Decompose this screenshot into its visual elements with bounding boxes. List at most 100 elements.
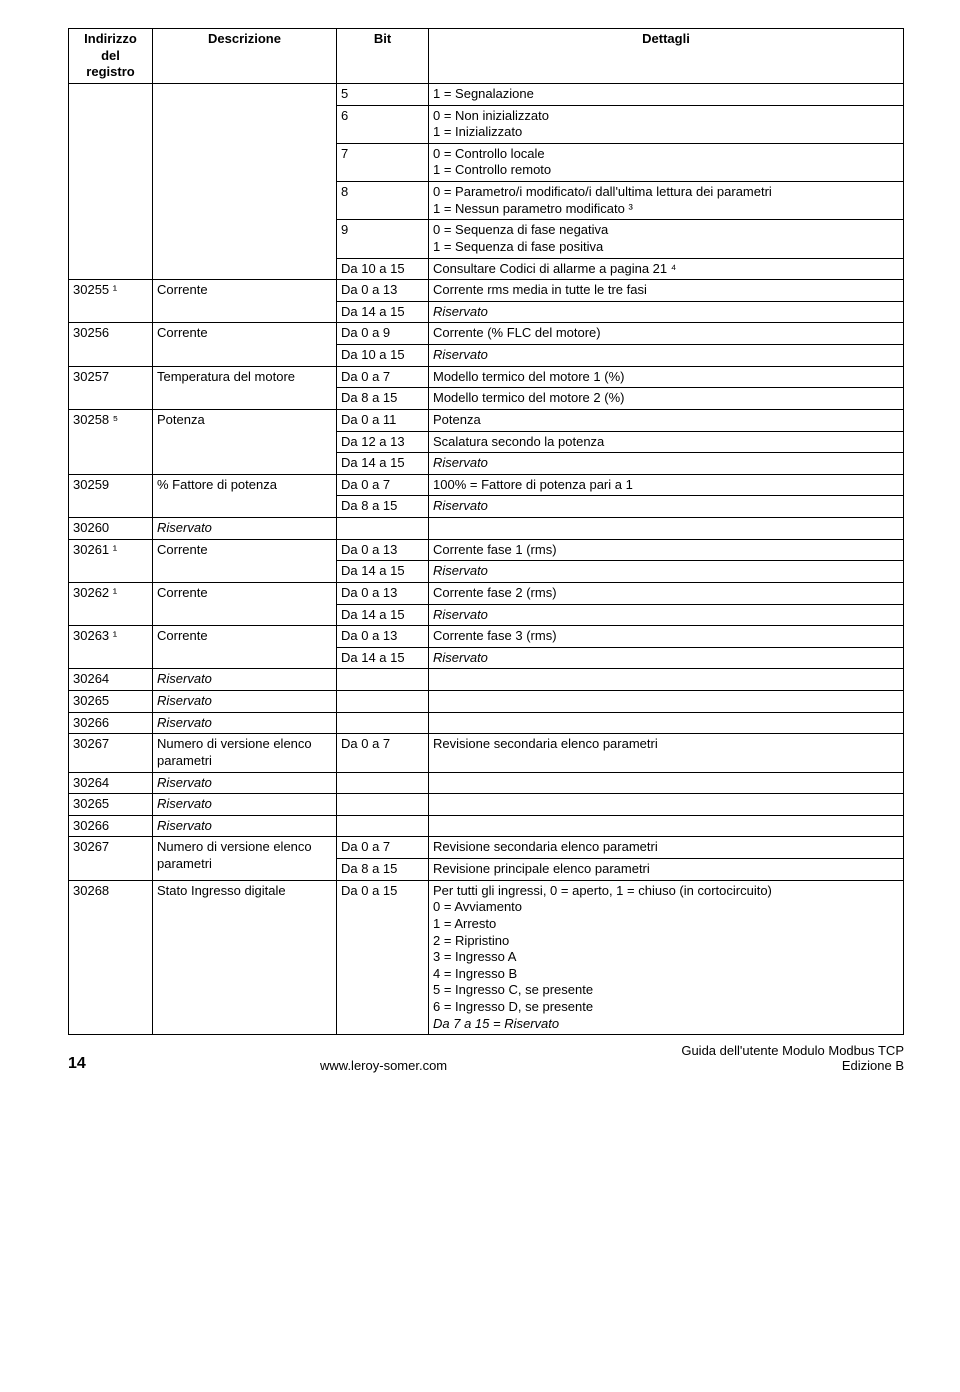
page-number: 14 <box>68 1055 86 1073</box>
cell-bit: Da 0 a 11 <box>337 409 429 431</box>
footer-right: Guida dell'utente Modulo Modbus TCP Ediz… <box>681 1043 904 1073</box>
cell-description: Riservato <box>153 772 337 794</box>
cell-bit: Da 14 a 15 <box>337 604 429 626</box>
cell-details <box>429 712 904 734</box>
cell-address: 30266 <box>69 712 153 734</box>
cell-description: Riservato <box>153 712 337 734</box>
cell-details: Corrente fase 1 (rms) <box>429 539 904 561</box>
cell-details: Riservato <box>429 647 904 669</box>
cell-address: 30264 <box>69 772 153 794</box>
cell-description <box>153 83 337 279</box>
header-details: Dettagli <box>429 29 904 84</box>
table-row: 30267Numero di versione elenco parametri… <box>69 837 904 859</box>
cell-bit: Da 8 a 15 <box>337 388 429 410</box>
table-row: 30258 ⁵PotenzaDa 0 a 11Potenza <box>69 409 904 431</box>
cell-description: Riservato <box>153 815 337 837</box>
cell-bit: Da 0 a 7 <box>337 366 429 388</box>
cell-details <box>429 815 904 837</box>
cell-details: Modello termico del motore 1 (%) <box>429 366 904 388</box>
cell-details <box>429 794 904 816</box>
header-row: Indirizzo del registro Descrizione Bit D… <box>69 29 904 84</box>
cell-bit: Da 0 a 13 <box>337 539 429 561</box>
cell-bit <box>337 794 429 816</box>
cell-details: 0 = Parametro/i modificato/i dall'ultima… <box>429 182 904 220</box>
cell-description: Corrente <box>153 280 337 323</box>
cell-description: Corrente <box>153 323 337 366</box>
cell-details: Revisione principale elenco parametri <box>429 859 904 881</box>
cell-details: Revisione secondaria elenco parametri <box>429 837 904 859</box>
cell-address: 30258 ⁵ <box>69 409 153 474</box>
register-table: Indirizzo del registro Descrizione Bit D… <box>68 28 904 1035</box>
cell-bit: Da 0 a 7 <box>337 734 429 772</box>
page-footer: 14 www.leroy-somer.com Guida dell'utente… <box>68 1043 904 1073</box>
cell-description: Numero di versione elenco parametri <box>153 837 337 880</box>
cell-bit: 6 <box>337 105 429 143</box>
cell-address <box>69 83 153 279</box>
cell-address: 30260 <box>69 518 153 540</box>
cell-bit: 5 <box>337 83 429 105</box>
table-row: 30262 ¹CorrenteDa 0 a 13Corrente fase 2 … <box>69 582 904 604</box>
cell-description: Potenza <box>153 409 337 474</box>
cell-details: Consultare Codici di allarme a pagina 21… <box>429 258 904 280</box>
table-row: 30261 ¹CorrenteDa 0 a 13Corrente fase 1 … <box>69 539 904 561</box>
header-description: Descrizione <box>153 29 337 84</box>
table-row: 30266Riservato <box>69 712 904 734</box>
cell-details: Corrente fase 2 (rms) <box>429 582 904 604</box>
cell-address: 30266 <box>69 815 153 837</box>
cell-details: Riservato <box>429 604 904 626</box>
cell-bit: Da 0 a 15 <box>337 880 429 1035</box>
cell-details <box>429 518 904 540</box>
cell-details: Potenza <box>429 409 904 431</box>
table-row: 30256CorrenteDa 0 a 9Corrente (% FLC del… <box>69 323 904 345</box>
cell-description: Riservato <box>153 691 337 713</box>
cell-bit: Da 14 a 15 <box>337 561 429 583</box>
cell-description: Corrente <box>153 539 337 582</box>
cell-details: Corrente (% FLC del motore) <box>429 323 904 345</box>
cell-bit: Da 10 a 15 <box>337 345 429 367</box>
footer-url: www.leroy-somer.com <box>86 1058 682 1073</box>
cell-details: Modello termico del motore 2 (%) <box>429 388 904 410</box>
cell-address: 30263 ¹ <box>69 626 153 669</box>
cell-description: Corrente <box>153 582 337 625</box>
table-row: 30264Riservato <box>69 772 904 794</box>
cell-description: Corrente <box>153 626 337 669</box>
cell-bit <box>337 691 429 713</box>
cell-details: Corrente rms media in tutte le tre fasi <box>429 280 904 302</box>
cell-address: 30265 <box>69 691 153 713</box>
cell-details: 0 = Sequenza di fase negativa1 = Sequenz… <box>429 220 904 258</box>
cell-bit: Da 10 a 15 <box>337 258 429 280</box>
cell-bit: Da 14 a 15 <box>337 301 429 323</box>
cell-bit: Da 14 a 15 <box>337 647 429 669</box>
cell-details: 0 = Controllo locale1 = Controllo remoto <box>429 143 904 181</box>
cell-bit: Da 8 a 15 <box>337 496 429 518</box>
cell-details: Riservato <box>429 496 904 518</box>
cell-bit: 8 <box>337 182 429 220</box>
cell-bit: Da 8 a 15 <box>337 859 429 881</box>
cell-bit: 7 <box>337 143 429 181</box>
cell-details: Per tutti gli ingressi, 0 = aperto, 1 = … <box>429 880 904 1035</box>
cell-details: 0 = Non inizializzato1 = Inizializzato <box>429 105 904 143</box>
table-row: 30257Temperatura del motoreDa 0 a 7Model… <box>69 366 904 388</box>
cell-details: Corrente fase 3 (rms) <box>429 626 904 648</box>
table-row: 30268Stato Ingresso digitaleDa 0 a 15Per… <box>69 880 904 1035</box>
cell-bit <box>337 712 429 734</box>
cell-address: 30257 <box>69 366 153 409</box>
cell-description: Riservato <box>153 669 337 691</box>
header-address: Indirizzo del registro <box>69 29 153 84</box>
cell-address: 30267 <box>69 837 153 880</box>
cell-description: Temperatura del motore <box>153 366 337 409</box>
cell-details: Revisione secondaria elenco parametri <box>429 734 904 772</box>
table-row: 30259% Fattore di potenzaDa 0 a 7100% = … <box>69 474 904 496</box>
cell-address: 30256 <box>69 323 153 366</box>
cell-details: Riservato <box>429 345 904 367</box>
cell-bit: Da 14 a 15 <box>337 453 429 475</box>
cell-details <box>429 772 904 794</box>
cell-bit <box>337 772 429 794</box>
cell-bit: Da 12 a 13 <box>337 431 429 453</box>
cell-bit: Da 0 a 7 <box>337 837 429 859</box>
cell-details: 100% = Fattore di potenza pari a 1 <box>429 474 904 496</box>
table-row: 30265Riservato <box>69 794 904 816</box>
table-row: 30260Riservato <box>69 518 904 540</box>
cell-address: 30255 ¹ <box>69 280 153 323</box>
cell-address: 30261 ¹ <box>69 539 153 582</box>
